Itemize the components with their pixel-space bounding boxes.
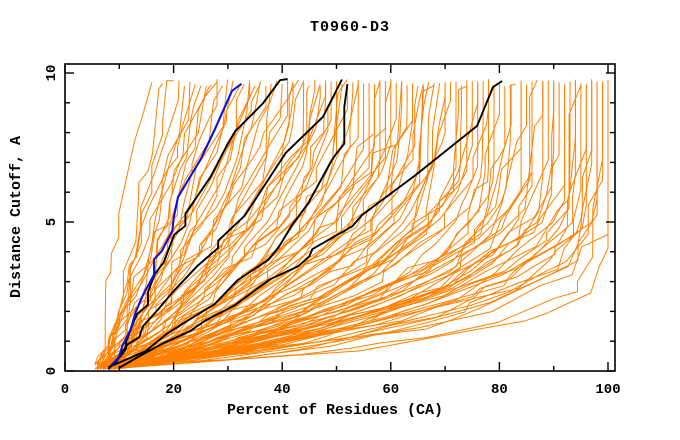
model-curve [107, 81, 191, 370]
model-curve [111, 84, 555, 370]
x-tick-label: 40 [274, 382, 291, 398]
blue-model-curve [110, 83, 243, 366]
model-curve [116, 83, 251, 367]
model-curve [102, 81, 381, 367]
model-curve [105, 85, 202, 368]
y-tick-label: 10 [44, 65, 60, 82]
y-axis-label: Distance Cutoff, A [8, 136, 25, 298]
model-curve [108, 80, 468, 367]
blue-highlight-curve [110, 83, 243, 366]
x-tick-label: 100 [595, 382, 620, 398]
model-curve [113, 79, 289, 368]
model-curve [97, 83, 413, 368]
model-curve [97, 82, 153, 367]
model-curve [102, 81, 604, 370]
model-curve [105, 82, 593, 369]
model-curve [94, 81, 403, 369]
model-curve [121, 81, 392, 366]
plot-frame [64, 63, 616, 372]
black-model-curve [108, 83, 349, 368]
model-curve [102, 79, 538, 365]
model-curve [100, 83, 533, 366]
axis-ticks [64, 64, 615, 372]
plot-title: T0960-D3 [310, 19, 390, 36]
model-curve [94, 82, 261, 366]
model-curve [119, 80, 544, 370]
black-model-curve [107, 79, 343, 370]
model-curve [102, 81, 484, 365]
frame-rect [64, 63, 616, 372]
y-tick-label: 0 [44, 367, 60, 375]
model-curve [100, 85, 582, 369]
model-curve [99, 80, 180, 366]
model-curve [97, 84, 348, 365]
model-curve [124, 84, 566, 368]
model-curve [100, 81, 473, 369]
x-tick-label: 0 [61, 382, 69, 398]
model-curve [102, 80, 251, 367]
model-curve [121, 80, 381, 367]
model-curve [113, 80, 522, 367]
x-tick-label: 80 [491, 382, 508, 398]
model-curve [108, 79, 593, 366]
model-curve [105, 85, 511, 369]
black-model-curve [118, 80, 503, 369]
model-curve [113, 83, 370, 369]
model-curve [102, 81, 576, 370]
x-axis-label: Percent of Residues (CA) [227, 402, 443, 419]
model-curve [102, 80, 305, 369]
model-curve [111, 79, 576, 366]
model-curve [97, 84, 321, 369]
x-tick-label: 20 [165, 382, 182, 398]
model-curve [113, 81, 609, 369]
orange-model-curves [94, 79, 609, 370]
model-curve [94, 81, 598, 370]
model-curve [119, 82, 446, 369]
model-curve [100, 84, 527, 365]
model-curve [105, 84, 327, 366]
model-curve [108, 86, 495, 368]
model-curve [97, 80, 555, 368]
model-curve [119, 81, 571, 366]
model-curve [102, 84, 479, 370]
model-curve [94, 81, 218, 365]
model-curve [108, 80, 549, 370]
model-curve [111, 83, 413, 369]
x-tick-label: 60 [382, 382, 399, 398]
model-curve [105, 83, 582, 369]
y-tick-label: 5 [44, 218, 60, 226]
axis-tick-labels: 0 20 40 60 80 100 0 5 10 [44, 65, 621, 398]
model-curve [108, 85, 435, 370]
model-curve [108, 84, 587, 370]
